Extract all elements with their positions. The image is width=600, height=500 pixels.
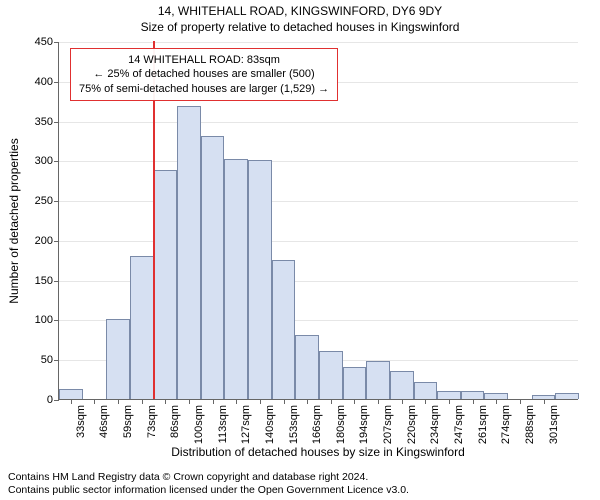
xtick-label: 288sqm	[524, 405, 536, 444]
bar	[366, 361, 390, 399]
bar	[201, 136, 225, 399]
xtick-mark	[354, 399, 355, 404]
xtick-mark	[496, 399, 497, 404]
xtick-label: 140sqm	[264, 405, 276, 444]
ytick-label: 450	[35, 36, 59, 48]
gridline	[59, 161, 578, 162]
info-line-1: 14 WHITEHALL ROAD: 83sqm	[79, 53, 329, 67]
highlight-info-box: 14 WHITEHALL ROAD: 83sqm ← 25% of detach…	[70, 48, 338, 101]
xtick-mark	[71, 399, 72, 404]
gridline	[59, 201, 578, 202]
xtick-label: 261sqm	[477, 405, 489, 444]
xtick-mark	[520, 399, 521, 404]
xtick-label: 234sqm	[429, 405, 441, 444]
xtick-mark	[236, 399, 237, 404]
xtick-label: 59sqm	[122, 405, 134, 438]
xtick-mark	[331, 399, 332, 404]
xtick-label: 301sqm	[548, 405, 560, 444]
ytick-label: 300	[35, 155, 59, 167]
xtick-label: 180sqm	[335, 405, 347, 444]
chart-title-line2: Size of property relative to detached ho…	[0, 20, 600, 34]
histogram-chart: 14, WHITEHALL ROAD, KINGSWINFORD, DY6 9D…	[0, 0, 600, 500]
xtick-label: 46sqm	[98, 405, 110, 438]
bar	[106, 319, 130, 399]
ytick-label: 150	[35, 275, 59, 287]
y-axis-label: Number of detached properties	[7, 138, 21, 303]
bar	[461, 391, 485, 399]
ytick-label: 0	[47, 394, 59, 406]
ytick-label: 50	[41, 354, 59, 366]
xtick-label: 127sqm	[240, 405, 252, 444]
bar	[390, 371, 414, 399]
xtick-label: 100sqm	[193, 405, 205, 444]
bar	[154, 170, 178, 399]
bar	[272, 260, 296, 399]
xtick-label: 153sqm	[288, 405, 300, 444]
xtick-mark	[118, 399, 119, 404]
xtick-mark	[402, 399, 403, 404]
xtick-label: 73sqm	[146, 405, 158, 438]
ytick-label: 350	[35, 116, 59, 128]
xtick-label: 220sqm	[406, 405, 418, 444]
footer-line-1: Contains HM Land Registry data © Crown c…	[8, 471, 592, 484]
bar	[319, 351, 343, 399]
xtick-label: 274sqm	[500, 405, 512, 444]
ytick-label: 400	[35, 76, 59, 88]
xtick-label: 33sqm	[75, 405, 87, 438]
x-axis-label: Distribution of detached houses by size …	[171, 445, 465, 459]
gridline	[59, 42, 578, 43]
xtick-mark	[378, 399, 379, 404]
footer-attribution: Contains HM Land Registry data © Crown c…	[0, 468, 600, 500]
bar	[130, 256, 154, 399]
xtick-mark	[189, 399, 190, 404]
xtick-label: 113sqm	[217, 405, 229, 443]
xtick-mark	[284, 399, 285, 404]
info-line-2: ← 25% of detached houses are smaller (50…	[79, 67, 329, 81]
chart-title-line1: 14, WHITEHALL ROAD, KINGSWINFORD, DY6 9D…	[0, 4, 600, 18]
xtick-label: 194sqm	[358, 405, 370, 444]
bar	[59, 389, 83, 399]
xtick-label: 247sqm	[453, 405, 465, 444]
xtick-mark	[260, 399, 261, 404]
xtick-mark	[94, 399, 95, 404]
bar	[248, 160, 272, 399]
ytick-label: 250	[35, 195, 59, 207]
gridline	[59, 122, 578, 123]
xtick-label: 207sqm	[382, 405, 394, 444]
bar	[555, 393, 579, 399]
gridline	[59, 241, 578, 242]
bar	[224, 159, 248, 399]
xtick-label: 86sqm	[169, 405, 181, 438]
xtick-mark	[544, 399, 545, 404]
bar	[343, 367, 367, 399]
bar	[437, 391, 461, 399]
xtick-mark	[165, 399, 166, 404]
xtick-mark	[449, 399, 450, 404]
xtick-mark	[142, 399, 143, 404]
bar	[295, 335, 319, 399]
xtick-mark	[213, 399, 214, 404]
footer-line-2: Contains public sector information licen…	[8, 484, 592, 497]
bar	[177, 106, 201, 399]
xtick-mark	[473, 399, 474, 404]
info-line-3: 75% of semi-detached houses are larger (…	[79, 82, 329, 96]
xtick-mark	[425, 399, 426, 404]
xtick-mark	[307, 399, 308, 404]
ytick-label: 100	[35, 314, 59, 326]
bar	[414, 382, 438, 400]
xtick-label: 166sqm	[311, 405, 323, 444]
ytick-label: 200	[35, 235, 59, 247]
